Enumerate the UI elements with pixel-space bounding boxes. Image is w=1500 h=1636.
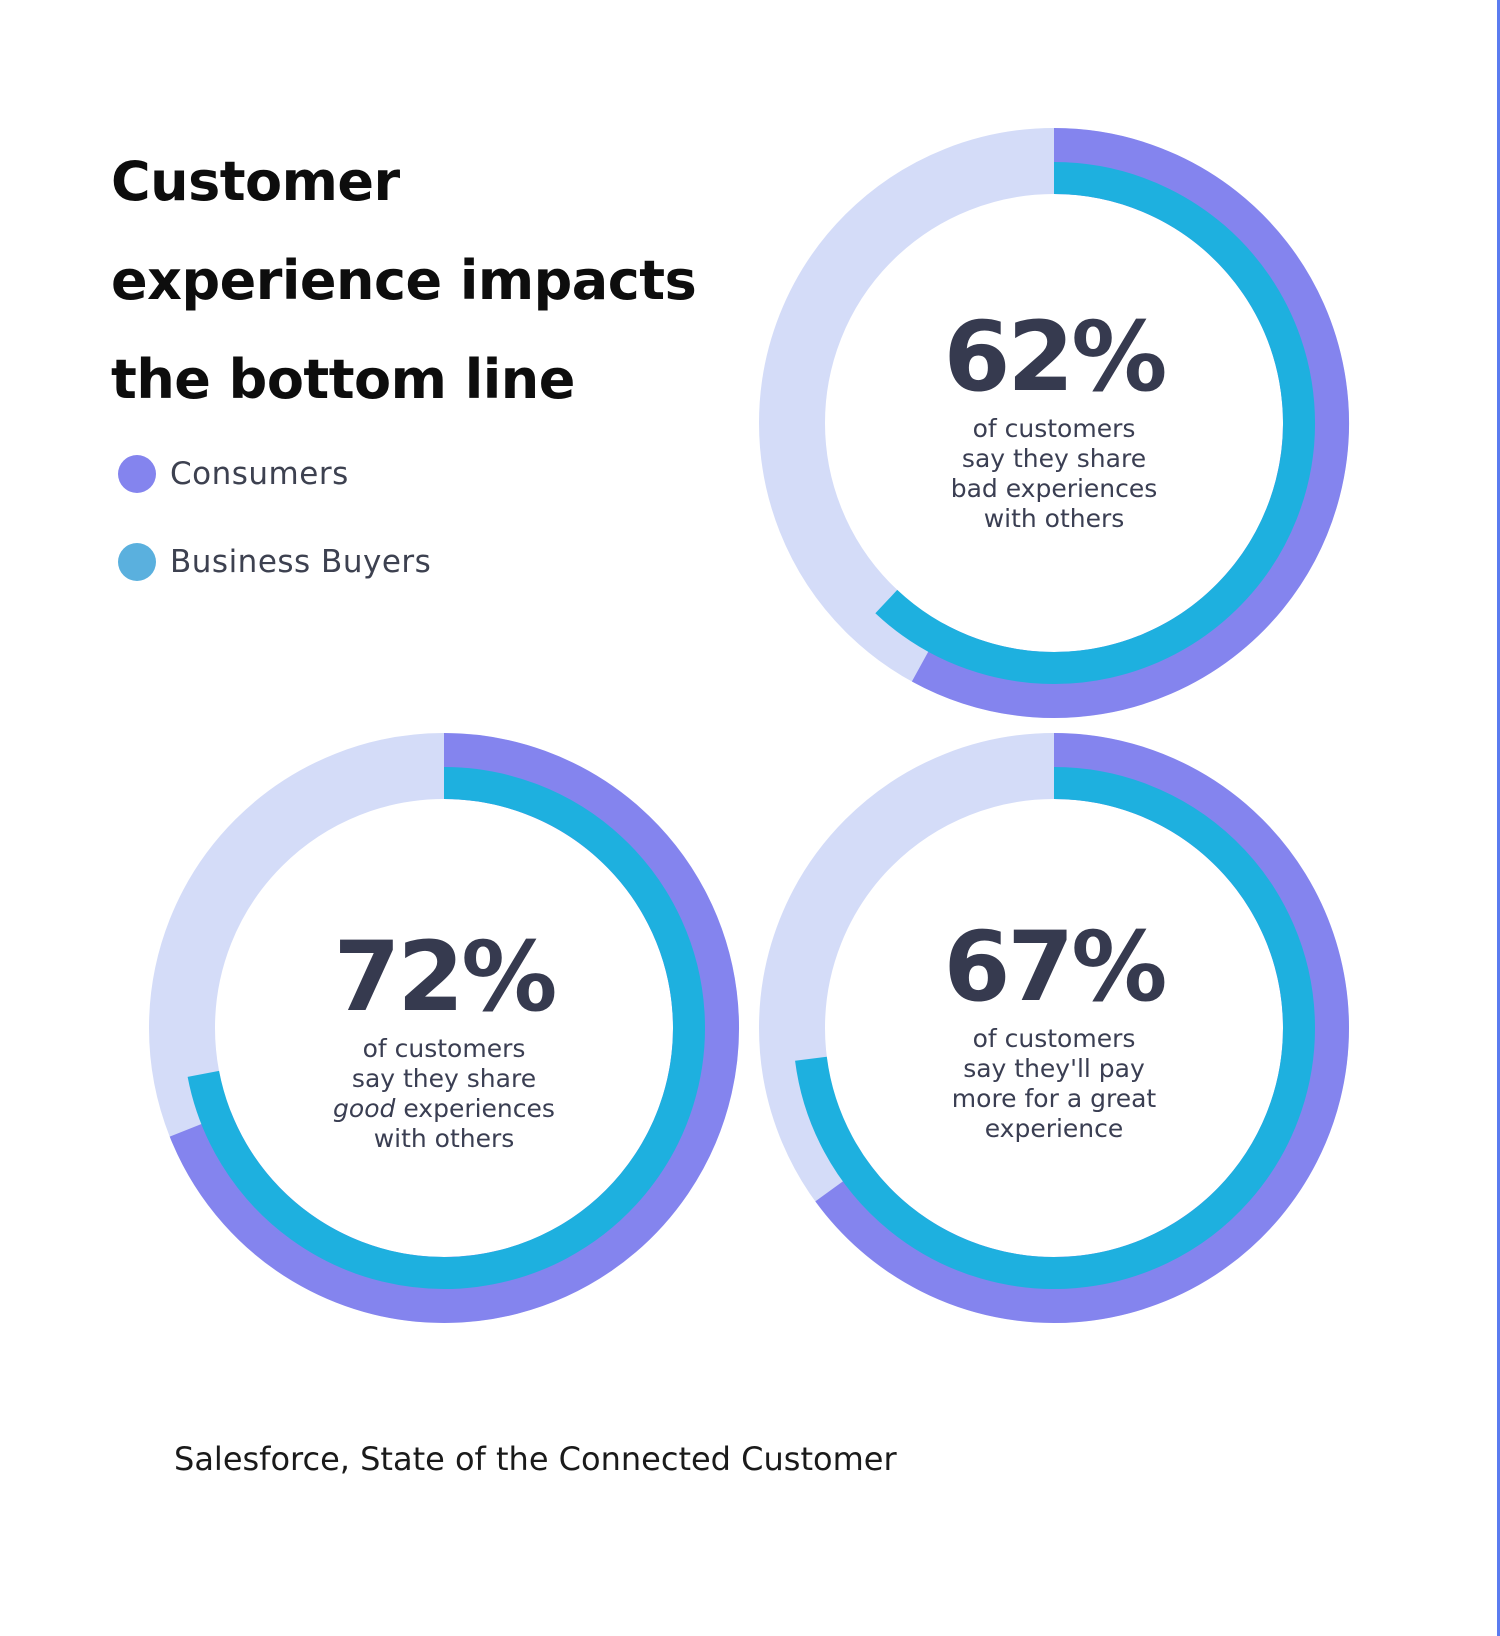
donut-caption-line: of customers [973,1024,1136,1053]
donut-caption-line: good experiences [333,1094,555,1123]
page-title: Customer experience impacts the bottom l… [111,132,731,429]
donut-value-label: 67% [944,911,1166,1023]
source-citation: Salesforce, State of the Connected Custo… [174,1440,897,1478]
business-buyers-arc [875,162,1315,684]
donut-value-label: 72% [334,921,556,1033]
legend-label-business-buyers: Business Buyers [170,544,432,580]
title-line-3: the bottom line [111,348,575,411]
consumers-arc [911,128,1349,718]
consumers-arc [815,733,1349,1323]
donut-caption-line: of customers [973,414,1136,443]
consumers-arc [169,733,739,1323]
business-buyers-arc [795,767,1315,1289]
donut-caption-line: say they share [352,1064,536,1093]
donut-value-label: 62% [944,301,1166,413]
title-line-1: Customer [111,150,400,213]
business-buyers-arc [187,767,705,1289]
donut-caption-line: more for a great [952,1084,1157,1113]
donut-caption-line: say they share [962,444,1146,473]
donut-caption-line: bad experiences [951,474,1158,503]
donut-caption-line: with others [374,1124,515,1153]
title-line-2: experience impacts [111,249,697,312]
donut-caption-line: with others [984,504,1125,533]
donut-caption-line: of customers [363,1034,526,1063]
legend: Consumers Business Buyers [118,450,431,626]
legend-item-business-buyers: Business Buyers [118,538,431,586]
page-edge-line [1497,0,1500,1636]
legend-item-consumers: Consumers [118,450,431,498]
legend-swatch-business-buyers [118,543,156,581]
legend-label-consumers: Consumers [170,456,349,492]
legend-swatch-consumers [118,455,156,493]
donut-caption-line: say they'll pay [963,1054,1145,1083]
donut-caption-line: experience [985,1114,1124,1143]
